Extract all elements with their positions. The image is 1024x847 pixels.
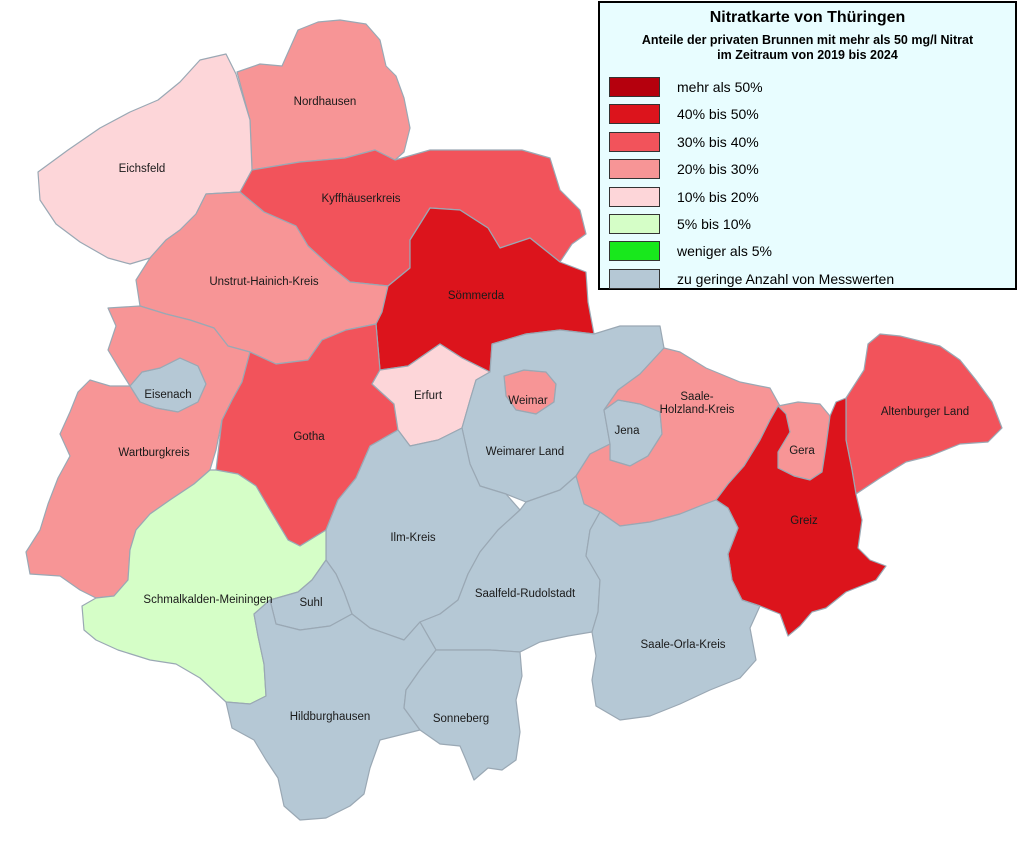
legend-item: 40% bis 50% xyxy=(609,102,1011,129)
legend-swatch xyxy=(609,104,660,125)
district-nordhausen xyxy=(236,19,411,171)
legend-title: Nitratkarte von Thüringen xyxy=(709,9,906,26)
district-label-wartburgkreis: Wartburgkreis xyxy=(118,447,189,459)
legend-label: 40% bis 50% xyxy=(677,106,759,123)
district-label-kyffhaeuserkreis: Kyffhäuserkreis xyxy=(321,193,400,205)
legend: Nitratkarte von Thüringen Anteile der pr… xyxy=(598,1,1017,290)
district-label-weimarer-land: Weimarer Land xyxy=(486,446,564,458)
district-label-gera: Gera xyxy=(789,445,815,457)
legend-subtitle: Anteile der privaten Brunnen mit mehr al… xyxy=(641,33,974,62)
legend-label: 5% bis 10% xyxy=(677,215,751,232)
district-label-suhl: Suhl xyxy=(299,597,322,609)
legend-swatch xyxy=(609,131,660,152)
legend-item: 10% bis 20% xyxy=(609,185,1011,212)
legend-list: mehr als 50% 40% bis 50% 30% bis 40% 20% bi… xyxy=(609,75,1011,294)
legend-label: mehr als 50% xyxy=(677,79,763,95)
district-label-weimar: Weimar xyxy=(508,395,548,407)
district-sonneberg xyxy=(403,649,523,781)
legend-label: zu geringe Anzahl von Messwerten xyxy=(677,270,895,287)
legend-swatch xyxy=(609,268,660,289)
district-label-schmalkalden-meiningen: Schmalkalden-Meiningen xyxy=(143,594,272,606)
legend-item: 20% bis 30% xyxy=(609,157,1011,184)
district-hildburghausen xyxy=(225,599,437,821)
legend-item: 5% bis 10% xyxy=(609,212,1011,239)
district-label-saalfeld-rudolstadt: Saalfeld-Rudolstadt xyxy=(475,588,576,600)
district-label-saale-orla-kreis: Saale-Orla-Kreis xyxy=(641,639,726,651)
district-label-ilm-kreis: Ilm-Kreis xyxy=(390,532,436,544)
legend-label: 30% bis 40% xyxy=(677,133,759,150)
legend-swatch xyxy=(609,186,660,207)
legend-item: mehr als 50% xyxy=(609,75,1011,102)
legend-item: 30% bis 40% xyxy=(609,130,1011,157)
legend-swatch xyxy=(609,77,660,97)
district-label-eisenach: Eisenach xyxy=(144,389,191,401)
legend-swatch xyxy=(609,213,660,234)
district-label-altenburger-land: Altenburger Land xyxy=(881,406,969,418)
legend-label: weniger als 5% xyxy=(677,243,772,260)
legend-label: 20% bis 30% xyxy=(677,161,759,178)
district-label-eichsfeld: Eichsfeld xyxy=(119,163,166,175)
legend-swatch xyxy=(609,241,660,262)
district-label-greiz: Greiz xyxy=(790,515,818,527)
district-label-sonneberg: Sonneberg xyxy=(433,713,489,725)
legend-item: zu geringe Anzahl von Messwerten xyxy=(609,267,1011,294)
district-label-nordhausen: Nordhausen xyxy=(294,96,357,108)
district-label-saale-holzland-kreis: Saale-Holzland-Kreis xyxy=(660,391,735,416)
legend-label: 10% bis 20% xyxy=(677,188,759,205)
district-label-gotha: Gotha xyxy=(293,431,325,443)
district-saale-orla-kreis xyxy=(585,499,761,721)
legend-item: weniger als 5% xyxy=(609,239,1011,266)
district-label-unstrut-hainich-kreis: Unstrut-Hainich-Kreis xyxy=(209,276,319,288)
district-label-soemmerda: Sömmerda xyxy=(448,290,505,302)
district-label-erfurt: Erfurt xyxy=(414,390,443,402)
legend-swatch xyxy=(609,159,660,180)
district-label-hildburghausen: Hildburghausen xyxy=(290,711,371,723)
district-label-jena: Jena xyxy=(615,425,641,437)
